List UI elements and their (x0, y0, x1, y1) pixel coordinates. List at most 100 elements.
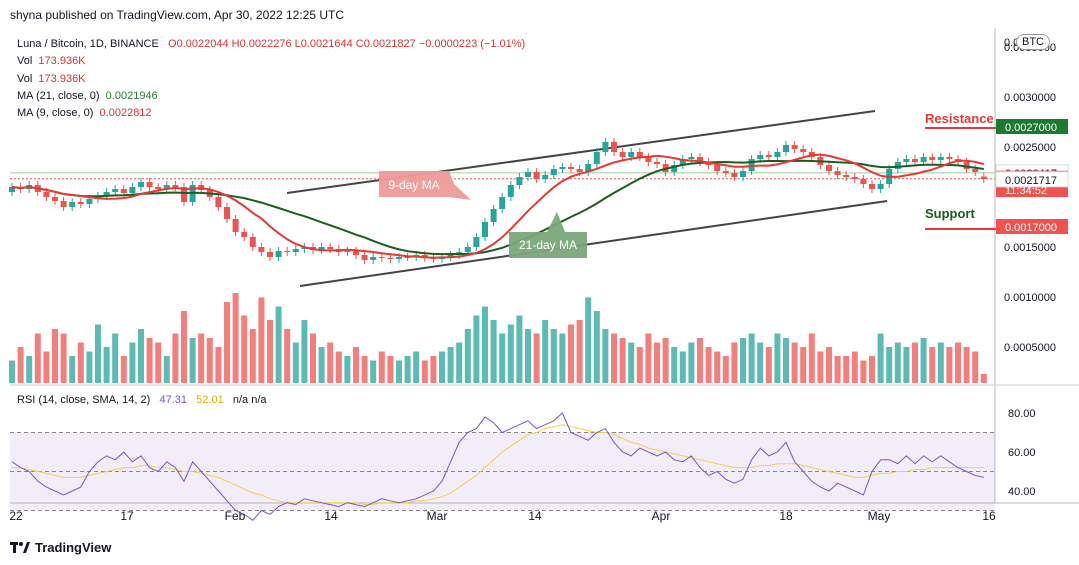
ma9-value: 0.0022812 (99, 107, 152, 120)
volume-bar (26, 356, 33, 383)
volume-bar (370, 360, 377, 383)
time-tick-label: 14 (324, 509, 338, 523)
candle-body (507, 185, 514, 197)
candle-body (688, 157, 695, 159)
candle-body (576, 169, 583, 172)
volume-bar (516, 315, 523, 383)
candle-body (258, 247, 265, 252)
candle-body (550, 169, 557, 175)
candle-body (525, 172, 531, 177)
symbol-label[interactable]: Luna / Bitcoin, 1D, BINANCE (17, 38, 159, 50)
rsi-label: RSI (14, close, SMA, 14, 2) (17, 394, 151, 406)
volume-bar (955, 342, 961, 383)
ma9-callout (379, 171, 471, 200)
candle-body (791, 145, 798, 149)
volume-bar (198, 333, 205, 383)
candle-body (275, 251, 282, 257)
volume-bar (396, 360, 402, 383)
volume-bar (559, 333, 566, 383)
ma21-line (11, 159, 984, 256)
candle-body (851, 177, 858, 179)
rsi-na: n/a n/a (232, 394, 267, 406)
volume-bar (327, 342, 334, 383)
volume-bar (507, 324, 514, 383)
volume-bar (791, 342, 798, 383)
candle-body (585, 164, 592, 172)
volume-bar (697, 338, 703, 383)
candle-body (370, 257, 377, 260)
volume-bar (34, 333, 41, 383)
candle-body (843, 175, 850, 177)
price-label: 0.0027000 (1005, 122, 1057, 134)
volume-bar (593, 311, 600, 383)
candle-body (224, 207, 230, 219)
candle-body (611, 142, 617, 152)
rsi-pane (10, 412, 995, 521)
volume-bar (671, 347, 678, 383)
volume-bar (585, 297, 592, 383)
price-label-bg (995, 171, 1069, 188)
candle-body (129, 187, 136, 193)
volume-bar (9, 360, 15, 383)
candle-body (542, 175, 549, 179)
volume-bar (17, 347, 24, 383)
candle-body (86, 199, 93, 204)
candle-body (774, 152, 781, 157)
volume-bar (636, 347, 643, 383)
vol-value: 173.936K (38, 55, 86, 68)
candle-body (353, 251, 359, 255)
candle-body (387, 258, 394, 259)
candle-body (671, 165, 678, 172)
footer-brand: TradingView (35, 540, 112, 555)
volume-bar (215, 347, 222, 383)
candle-body (765, 155, 772, 157)
tradingview-footer[interactable]: TradingView (10, 540, 111, 555)
volume-bar (172, 333, 179, 383)
price-label: 0.0021717 (1005, 175, 1057, 187)
candle-body (602, 142, 609, 152)
volume-bar (344, 356, 351, 383)
volume-bar (163, 356, 170, 383)
time-axis: 22 17 Feb 14 Mar 14 Apr 18 May 16 (9, 509, 996, 523)
candle-body (593, 152, 600, 164)
volume-bar (550, 329, 557, 383)
candle-body (318, 247, 325, 250)
time-tick-label: 22 (9, 509, 23, 523)
volume-bar (138, 329, 144, 383)
candle-body (980, 176, 987, 179)
candle-body (860, 179, 867, 184)
tradingview-logo-icon (10, 541, 30, 553)
volume-bar (619, 338, 626, 383)
volume-bar (473, 315, 480, 383)
candle-body (697, 157, 703, 162)
price-label-bg (996, 219, 1068, 234)
volume-bar (86, 351, 93, 383)
volume-bar (361, 356, 368, 383)
volume-bar (817, 351, 824, 383)
moving-averages (11, 153, 985, 259)
support-label: Support (925, 206, 975, 221)
volume-bar (731, 342, 738, 383)
candle-body (929, 157, 936, 160)
candle-body (800, 149, 807, 152)
volume-bar (430, 356, 437, 383)
volume-bar (654, 342, 660, 383)
volume-bar (748, 333, 755, 383)
currency-badge[interactable]: BTC (1016, 34, 1050, 50)
volume-bar (146, 338, 153, 383)
volume-bar (662, 338, 669, 383)
ma9-line (11, 153, 985, 259)
candle-body (103, 192, 110, 196)
volume-bar (404, 356, 411, 383)
candle-body (903, 159, 910, 162)
volume-bar (241, 315, 248, 383)
volume-bar (301, 320, 308, 383)
volume-bar (439, 351, 445, 383)
volume-bar (267, 320, 273, 383)
candle-body (937, 157, 944, 160)
candle-body (138, 182, 144, 187)
rsi-tick-label: 40.00 (1008, 486, 1036, 498)
candle-body (215, 197, 222, 207)
volume-bar (249, 329, 256, 383)
